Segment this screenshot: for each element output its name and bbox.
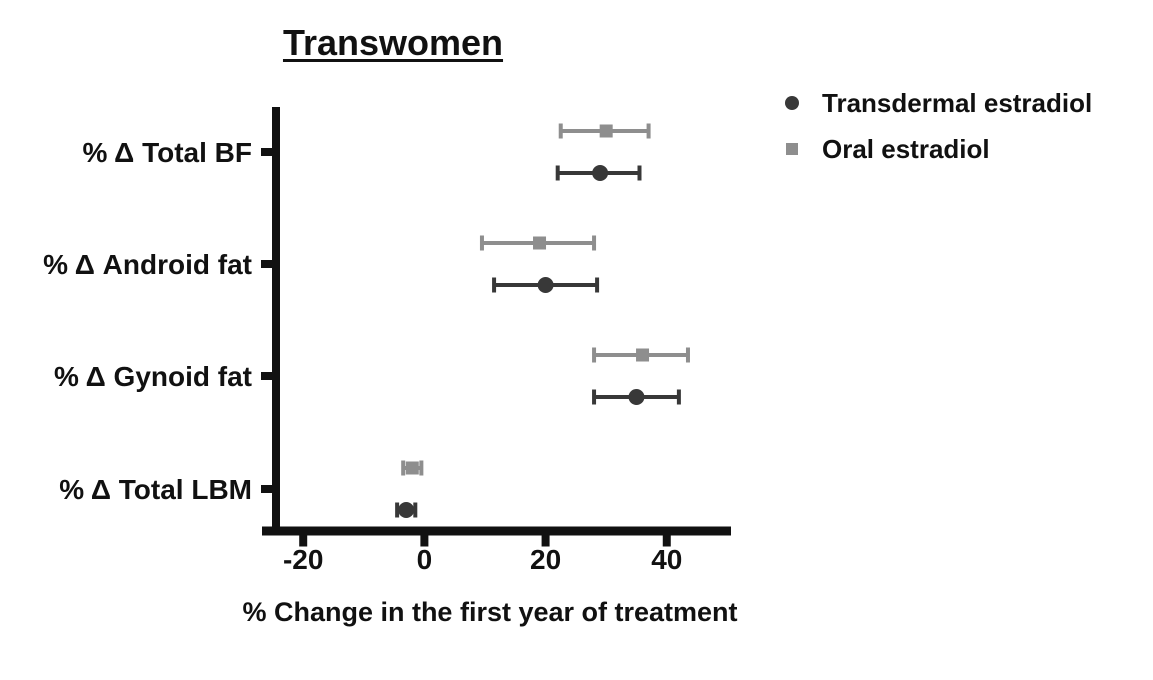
category-label: % Δ Total LBM	[59, 474, 252, 505]
square-marker-icon	[786, 143, 798, 155]
legend-label-transdermal-estradiol: Transdermal estradiol	[822, 87, 1093, 118]
x-tick-label: -20	[283, 544, 323, 575]
x-tick-label: 20	[530, 544, 561, 575]
data-point-circle	[628, 389, 645, 405]
data-point-square	[533, 236, 547, 250]
category-label: % Δ Gynoid fat	[54, 361, 252, 392]
legend: Transdermal estradiol Oral estradiol	[785, 87, 1092, 165]
chart-title: Transwomen	[282, 22, 504, 63]
x-tick-label: 40	[651, 544, 682, 575]
category-label: % Δ Android fat	[43, 249, 252, 280]
circle-marker-icon	[785, 96, 799, 110]
legend-label-oral-estradiol: Oral estradiol	[822, 133, 990, 164]
data-point-circle	[537, 277, 554, 293]
data-point-square	[599, 124, 613, 138]
x-tick-label: 0	[417, 544, 433, 575]
x-axis-title: % Change in the first year of treatment	[242, 597, 738, 627]
data-point-square	[405, 461, 419, 475]
legend-item-oral-estradiol: Oral estradiol	[785, 133, 1092, 165]
legend-item-transdermal-estradiol: Transdermal estradiol	[785, 87, 1092, 119]
category-label: % Δ Total BF	[83, 137, 252, 168]
data-point-circle	[398, 502, 415, 518]
data-point-circle	[592, 165, 609, 181]
data-point-square	[636, 348, 650, 362]
